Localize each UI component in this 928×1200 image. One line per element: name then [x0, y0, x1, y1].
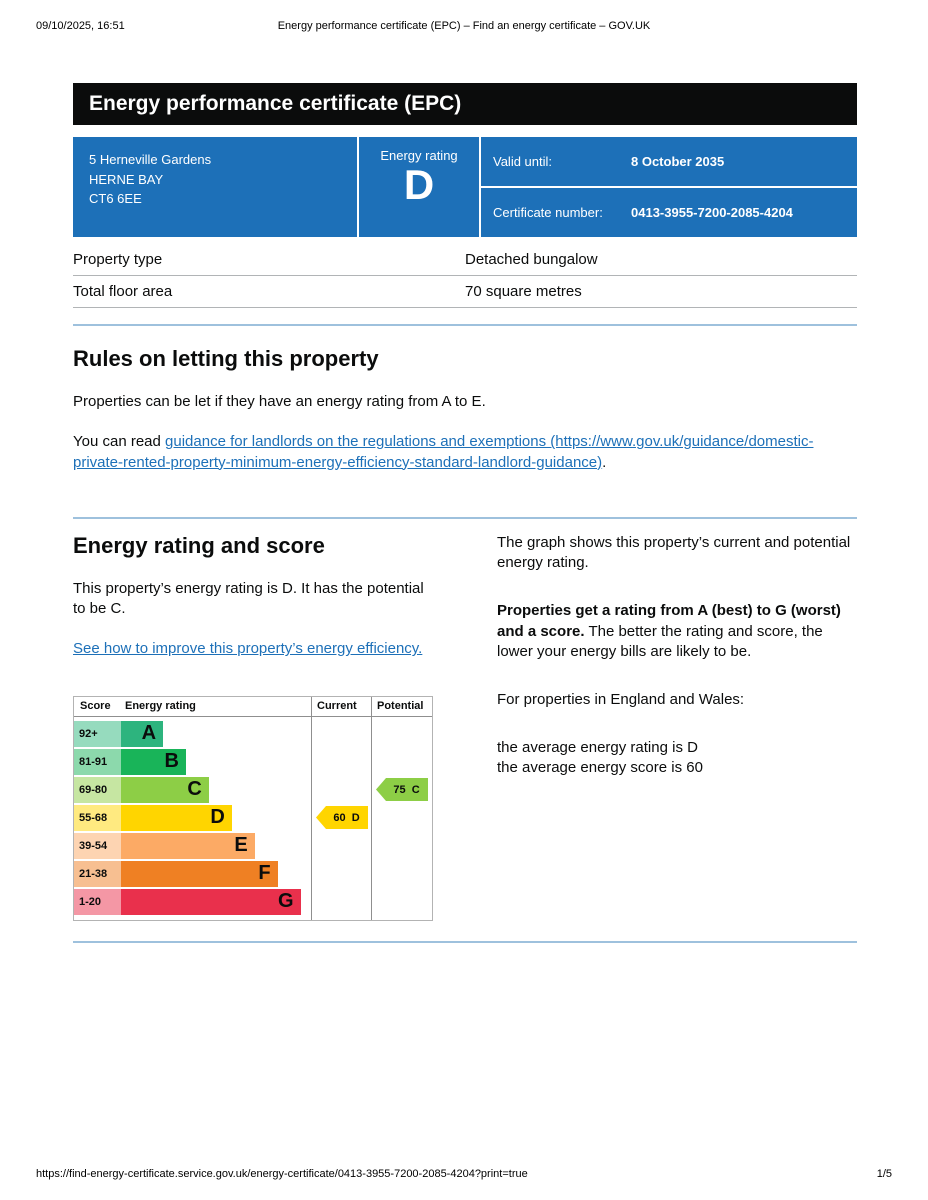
band-row-g: 1-20 G: [74, 888, 432, 916]
band-bar-d: D: [121, 804, 232, 831]
landlord-guidance-link[interactable]: guidance for landlords on the regulation…: [73, 433, 814, 471]
rating-heading: Energy rating and score: [73, 532, 325, 558]
address-line-3: CT6 6EE: [89, 191, 142, 206]
property-type-label: Property type: [73, 251, 163, 268]
current-rating-arrow: 60 D: [316, 806, 368, 829]
page-content: Energy performance certificate (EPC) 5 H…: [73, 83, 857, 943]
rules-heading: Rules on letting this property: [73, 346, 379, 371]
band-score: 69-80: [74, 776, 121, 803]
section-divider: [73, 516, 857, 519]
section-divider: [73, 324, 857, 326]
band-row-e: 39-54 E: [74, 832, 432, 860]
chart-header-row: Score Energy rating Current Potential: [74, 697, 432, 717]
section-divider: [73, 940, 857, 943]
chart-header-rating: Energy rating: [125, 700, 196, 712]
band-row-f: 21-38 F: [74, 860, 432, 888]
table-row: Property type Detached bungalow: [73, 244, 857, 276]
certificate-banner-title: Energy performance certificate (EPC): [89, 92, 462, 115]
average-rating-line: the average energy rating is D: [497, 739, 698, 757]
certificate-summary-panel: 5 Herneville Gardens HERNE BAY CT6 6EE E…: [73, 137, 857, 237]
floor-area-label: Total floor area: [73, 283, 173, 300]
chart-header-potential: Potential: [377, 700, 424, 712]
band-row-c: 69-80 C 75 C: [74, 776, 432, 804]
chart-band-rows: 92+ A 81-91 B 69-80: [74, 717, 432, 920]
chart-divider-potential: [371, 696, 372, 920]
rating-scale-rest: The better the rating and score, the low…: [497, 622, 823, 660]
certificate-number-value: 0413-3955-7200-2085-4204: [631, 205, 793, 220]
table-row: Total floor area 70 square metres: [73, 276, 857, 308]
print-header-title: Energy performance certificate (EPC) – F…: [277, 20, 651, 32]
valid-until-row: Valid until: 8 October 2035: [481, 137, 857, 188]
rating-left-column: Energy rating and score This property’s …: [73, 533, 433, 921]
floor-area-value: 70 square metres: [465, 283, 582, 300]
energy-rating-value: D: [403, 161, 435, 208]
print-footer-url: https://find-energy-certificate.service.…: [36, 1168, 528, 1180]
band-bar-f: F: [121, 860, 278, 887]
property-details: Property type Detached bungalow Total fl…: [73, 244, 857, 308]
rating-summary-text: This property’s energy rating is D. It h…: [73, 579, 424, 617]
rules-paragraph-2: You can read guidance for landlords on t…: [73, 432, 857, 473]
england-wales-text: For properties in England and Wales:: [497, 691, 745, 708]
improve-paragraph: See how to improve this property’s energ…: [73, 639, 433, 659]
band-bar-g: G: [121, 888, 301, 915]
rules-paragraph-2-suffix: .: [602, 453, 607, 471]
certificate-meta: Valid until: 8 October 2035 Certificate …: [479, 137, 857, 237]
band-row-a: 92+ A: [74, 720, 432, 748]
band-score: 92+: [74, 720, 121, 747]
rating-scale-text: Properties get a rating from A (best) to…: [497, 601, 857, 662]
band-bar-a: A: [121, 720, 164, 747]
address-line-2: HERNE BAY: [89, 171, 164, 187]
property-type-value: Detached bungalow: [465, 251, 598, 268]
property-address: 5 Herneville Gardens HERNE BAY CT6 6EE: [73, 137, 357, 237]
print-header-datetime: 09/10/2025, 16:51: [36, 20, 125, 32]
band-score: 1-20: [74, 888, 121, 915]
graph-explainer-text: The graph shows this property’s current …: [497, 533, 851, 571]
improve-efficiency-link[interactable]: See how to improve this property’s energ…: [73, 640, 423, 658]
address-line-1: 5 Herneville Gardens: [89, 152, 212, 167]
band-bar-c: C: [121, 776, 209, 803]
band-score: 55-68: [74, 804, 121, 831]
band-score: 39-54: [74, 832, 121, 859]
rules-paragraph-1: Properties can be let if they have an en…: [73, 393, 486, 410]
valid-until-value: 8 October 2035: [631, 154, 725, 169]
energy-rating-label: Energy rating: [380, 148, 458, 163]
average-score-line: the average energy score is 60: [497, 758, 703, 776]
band-score: 21-38: [74, 860, 121, 887]
potential-rating-arrow: 75 C: [376, 778, 428, 801]
certificate-number-row: Certificate number: 0413-3955-7200-2085-…: [481, 188, 857, 237]
epc-rating-chart: Score Energy rating Current Potential 92…: [73, 695, 433, 921]
certificate-number-label: Certificate number:: [493, 205, 603, 220]
rules-paragraph-2-prefix: You can read: [73, 433, 166, 451]
print-header: 09/10/2025, 16:51 Energy performance cer…: [36, 20, 892, 32]
rating-scale-bold: Properties get a rating from A (best) to…: [497, 602, 841, 640]
band-row-b: 81-91 B: [74, 748, 432, 776]
chart-divider-current: [311, 696, 312, 920]
rating-and-score-section: Energy rating and score This property’s …: [73, 533, 857, 921]
valid-until-label: Valid until:: [493, 154, 553, 169]
band-score: 81-91: [74, 748, 121, 775]
chart-header-current: Current: [317, 700, 357, 712]
chart-header-score: Score: [80, 700, 111, 712]
page-number: 1/5: [876, 1168, 892, 1180]
rating-right-column: The graph shows this property’s current …: [497, 533, 857, 921]
band-row-d: 55-68 D 60 D: [74, 804, 432, 832]
band-bar-e: E: [121, 832, 255, 859]
band-bar-b: B: [121, 748, 186, 775]
energy-rating-box: Energy rating D: [357, 137, 479, 237]
certificate-banner: Energy performance certificate (EPC): [73, 83, 857, 125]
